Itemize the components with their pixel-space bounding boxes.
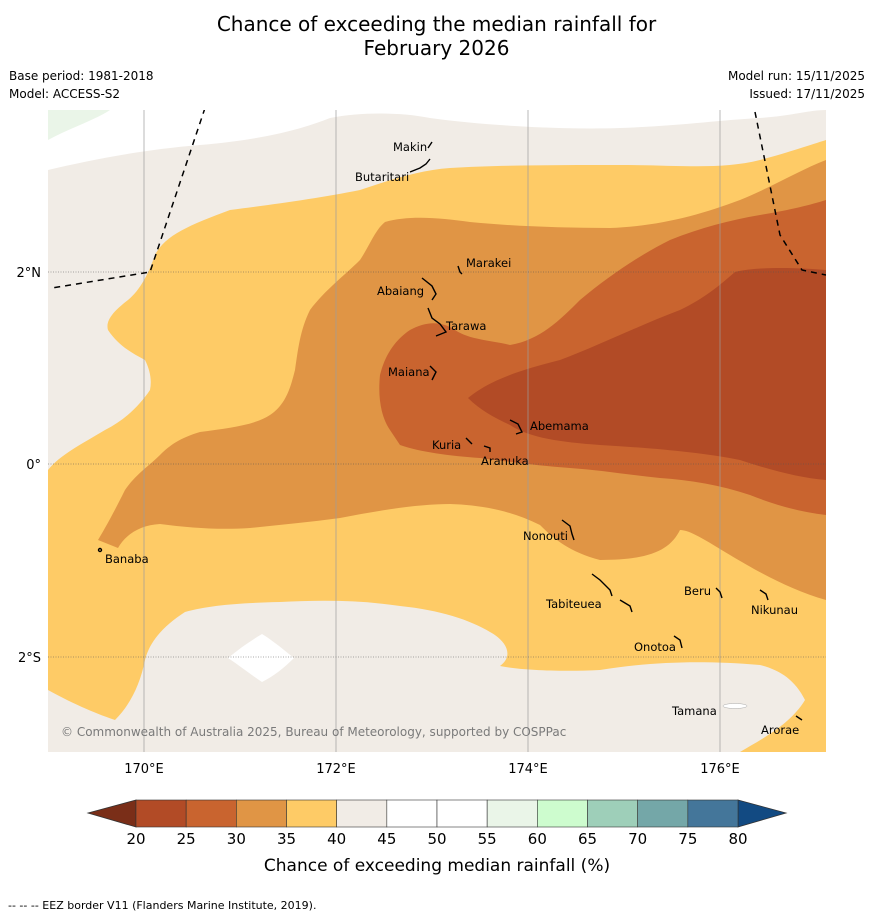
map-title: Chance of exceeding the median rainfall … (0, 12, 873, 60)
place-labels: Makin Butaritari Marakei Abaiang Tarawa … (105, 140, 799, 737)
colorbar-tick-label: 20 (126, 830, 145, 848)
colorbar-cell (637, 799, 689, 828)
colorbar-cell (286, 799, 337, 828)
colorbar-tick-label: 45 (377, 830, 396, 848)
place-arorae: Arorae (761, 723, 799, 737)
meta-right: Model run: 15/11/2025 Issued: 17/11/2025 (728, 67, 865, 103)
colorbar-cell (386, 799, 438, 828)
colorbar-cell (587, 799, 638, 828)
colorbar-tick-label: 75 (678, 830, 697, 848)
white-patch (228, 634, 294, 682)
colorbar-tick-label: 35 (277, 830, 296, 848)
base-period: Base period: 1981-2018 (9, 69, 154, 83)
colorbar-high-arrow (737, 799, 788, 828)
colorbar-tick-label: 60 (528, 830, 547, 848)
lon-axis-labels: 170°E 172°E 174°E 176°E (124, 762, 740, 777)
place-tamana: Tamana (671, 704, 717, 718)
place-aranuka: Aranuka (481, 454, 529, 468)
eez-border (51, 110, 826, 289)
colorbar-cell (687, 799, 739, 828)
lon-label-174e: 174°E (508, 762, 548, 777)
colorbar-cells (135, 799, 739, 828)
place-banaba: Banaba (105, 552, 149, 566)
colorbar-cell (486, 799, 538, 828)
colorbar-tick-label: 40 (327, 830, 346, 848)
colorbar-tick-label: 30 (227, 830, 246, 848)
model-run: Model run: 15/11/2025 (727, 69, 865, 83)
place-makin: Makin (393, 140, 427, 154)
lat-axis-labels: 2°N 0° 2°S (17, 266, 42, 666)
lon-label-170e: 170°E (124, 762, 164, 777)
colorbar-cell (537, 799, 588, 828)
map-area (48, 110, 826, 752)
lon-label-172e: 172°E (316, 762, 356, 777)
colorbar-tick-label: 65 (578, 830, 597, 848)
colorbar-cell (185, 799, 237, 828)
colorbar-cell (336, 799, 388, 828)
colorbar: 20 25 30 35 40 45 50 55 60 65 70 75 80 Chance of exc… (86, 799, 788, 876)
place-tabiteuea: Tabiteuea (545, 597, 602, 611)
model-name: Model: ACCESS-S2 (9, 87, 121, 101)
colorbar-tick-label: 25 (177, 830, 196, 848)
footer-note: -- -- -- EEZ border V11 (Flanders Marine… (8, 899, 317, 912)
lat-label-0: 0° (26, 458, 41, 473)
copyright-notice: © Commonwealth of Australia 2025, Bureau… (61, 725, 566, 739)
colorbar-tick-label: 50 (427, 830, 446, 848)
colorbar-cell (236, 799, 287, 828)
colorbar-tick-label: 70 (628, 830, 647, 848)
place-beru: Beru (684, 584, 711, 598)
band-20-25 (468, 268, 826, 480)
lat-label-2n: 2°N (17, 266, 42, 281)
colorbar-ticks: 20 25 30 35 40 45 50 55 60 65 70 75 80 (126, 830, 747, 848)
place-maiana: Maiana (388, 365, 430, 379)
colorbar-cell (436, 799, 488, 828)
place-tarawa: Tarawa (445, 319, 486, 333)
island-shapes (97, 141, 803, 721)
title-line-2: February 2026 (363, 36, 510, 60)
colorbar-tick-label: 80 (728, 830, 747, 848)
place-kuria: Kuria (432, 438, 461, 452)
place-marakei: Marakei (466, 256, 511, 270)
issued-date: Issued: 17/11/2025 (749, 87, 865, 101)
place-abaiang: Abaiang (377, 284, 424, 298)
colorbar-cell (135, 799, 187, 828)
graticule (143, 110, 721, 752)
place-nonouti: Nonouti (523, 529, 568, 543)
colorbar-tick-label: 55 (478, 830, 497, 848)
meta-left: Base period: 1981-2018 Model: ACCESS-S2 (9, 67, 154, 103)
latitude-lines (48, 271, 826, 658)
place-onotoa: Onotoa (634, 640, 676, 654)
title-line-1: Chance of exceeding the median rainfall … (216, 12, 657, 36)
place-nikunau: Nikunau (751, 603, 798, 617)
lon-label-176e: 176°E (700, 762, 740, 777)
colorbar-label: Chance of exceeding median rainfall (%) (264, 856, 610, 876)
band-55-60 (48, 110, 110, 140)
lat-label-2s: 2°S (18, 651, 41, 666)
colorbar-low-arrow (86, 799, 137, 828)
place-abemama: Abemama (530, 419, 589, 433)
place-butaritari: Butaritari (355, 170, 409, 184)
tamana-island (722, 703, 748, 709)
